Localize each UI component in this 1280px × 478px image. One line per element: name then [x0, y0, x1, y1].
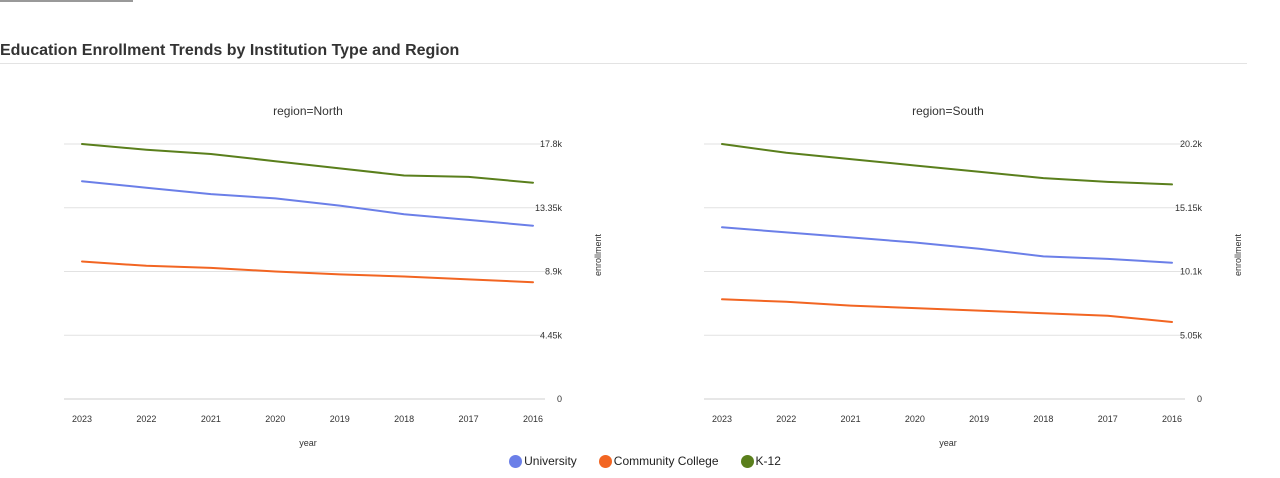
- series-line-university: [81, 180, 534, 227]
- legend-swatch-icon: [598, 454, 612, 468]
- title-divider: [0, 63, 1247, 64]
- legend: University Community College K-12: [0, 454, 1280, 468]
- legend-item-community-college[interactable]: Community College: [598, 454, 719, 468]
- y-tick-label: 5.05k: [1180, 330, 1203, 340]
- y-tick-label: 0: [1197, 394, 1202, 404]
- page-title: Education Enrollment Trends by Instituti…: [0, 42, 460, 59]
- legend-label: K-12: [755, 454, 781, 468]
- series-line-university: [721, 226, 1173, 264]
- series-line-k-12: [721, 143, 1173, 186]
- series-line-community-college: [721, 298, 1173, 323]
- x-tick-label: 2016: [1162, 414, 1182, 424]
- series-line-community-college: [81, 260, 534, 284]
- y-tick-label: 13.35k: [535, 203, 563, 213]
- y-tick-label: 10.1k: [1180, 267, 1203, 277]
- panel-title: region=North: [273, 104, 343, 118]
- x-axis-title: year: [939, 438, 957, 448]
- top-tab-indicator: [0, 0, 133, 2]
- legend-swatch-icon: [740, 454, 754, 468]
- y-tick-label: 20.2k: [1180, 139, 1203, 149]
- x-tick-label: 2022: [776, 414, 796, 424]
- y-tick-label: 17.8k: [540, 139, 563, 149]
- x-tick-label: 2020: [905, 414, 925, 424]
- x-tick-label: 2020: [265, 414, 285, 424]
- x-tick-label: 2022: [136, 414, 156, 424]
- legend-item-university[interactable]: University: [509, 454, 577, 468]
- legend-label: University: [524, 454, 577, 468]
- x-tick-label: 2017: [1098, 414, 1118, 424]
- y-tick-label: 8.9k: [545, 267, 563, 277]
- x-tick-label: 2023: [712, 414, 732, 424]
- x-tick-label: 2019: [969, 414, 989, 424]
- y-axis-title: enrollment: [593, 233, 603, 276]
- x-tick-label: 2021: [841, 414, 861, 424]
- y-tick-label: 0: [557, 394, 562, 404]
- y-axis-title: enrollment: [1233, 233, 1243, 276]
- y-tick-label: 4.45k: [540, 330, 563, 340]
- legend-label: Community College: [613, 454, 719, 468]
- x-tick-label: 2016: [523, 414, 543, 424]
- x-tick-label: 2021: [201, 414, 221, 424]
- legend-swatch-icon: [509, 454, 523, 468]
- x-tick-label: 2023: [72, 414, 92, 424]
- x-tick-label: 2017: [459, 414, 479, 424]
- panel-title: region=South: [912, 104, 984, 118]
- x-axis-title: year: [299, 438, 317, 448]
- y-tick-label: 15.15k: [1175, 203, 1203, 213]
- x-tick-label: 2019: [330, 414, 350, 424]
- series-line-k-12: [81, 143, 534, 184]
- x-tick-label: 2018: [1033, 414, 1053, 424]
- x-tick-label: 2018: [394, 414, 414, 424]
- legend-item-k-12[interactable]: K-12: [740, 454, 781, 468]
